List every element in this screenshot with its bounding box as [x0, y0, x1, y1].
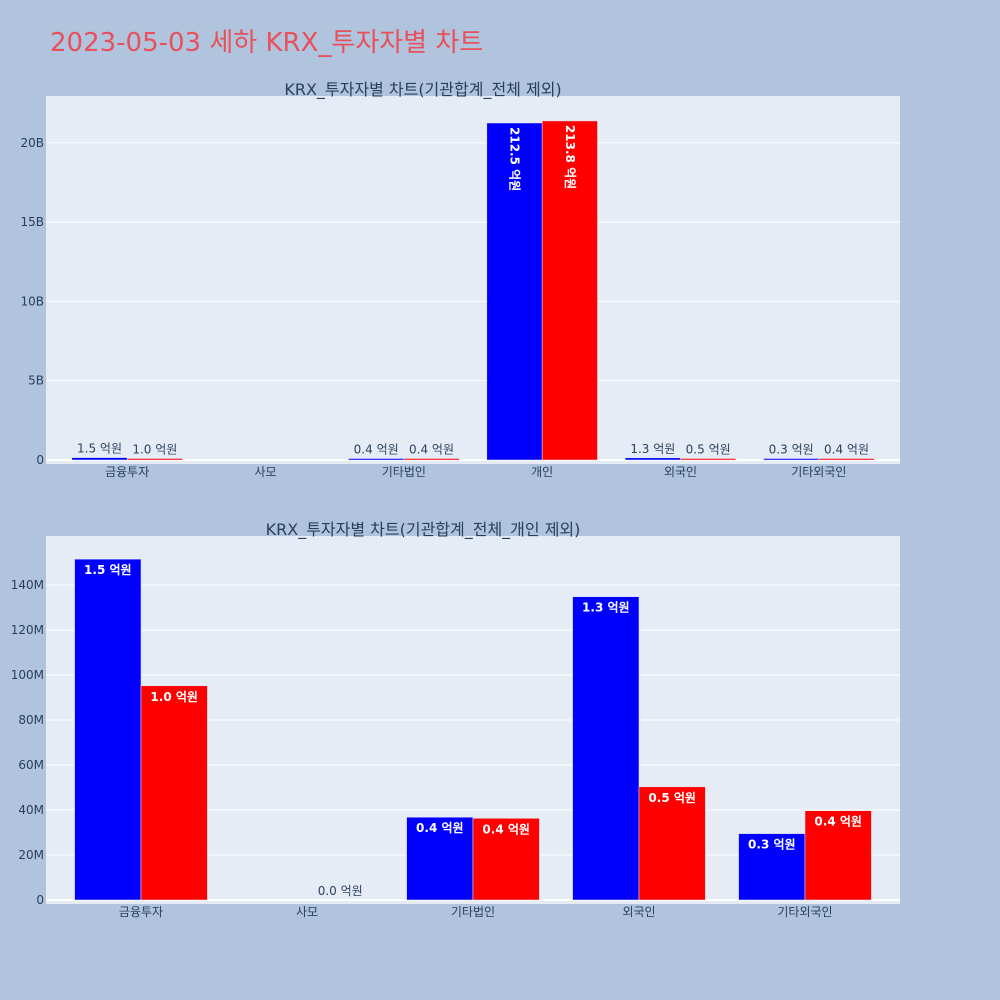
data-label: 0.4 억원 [409, 443, 454, 457]
data-label: 0.3 억원 [748, 838, 796, 852]
chart-1: 0 5B 10B 15B 20B KRX_투자자별 차트(기관합계_전체 제외) 금융투자 1… [20, 80, 900, 479]
bar [738, 833, 806, 901]
data-label: 1.0 억원 [132, 442, 177, 456]
data-label: 1.3 억원 [582, 601, 630, 615]
bar [406, 816, 474, 901]
data-label: 0.3 억원 [769, 443, 814, 457]
data-label: 1.0 억원 [150, 690, 198, 704]
y-tick-label: 140M [11, 578, 44, 592]
bar [680, 458, 737, 461]
chart-2: 0 20M 40M 60M 80M 100M 120M 140M KRX_투자자별 차트(기관합… [11, 520, 900, 919]
chart-title: KRX_투자자별 차트(기관합계_전체 제외) [284, 80, 561, 100]
data-label: 213.8 억원 [563, 125, 577, 189]
data-label: 0.4 억원 [416, 821, 464, 835]
y-tick-label: 80M [18, 713, 44, 727]
chart-title: KRX_투자자별 차트(기관합계_전체_개인 제외) [266, 520, 581, 540]
bar [541, 120, 598, 461]
x-tick-label: 외국인 [622, 905, 655, 919]
x-tick-label: 개인 [531, 465, 553, 479]
bar [348, 458, 405, 461]
bar [638, 786, 706, 901]
bar [74, 558, 142, 901]
x-tick-label: 금융투자 [105, 465, 149, 479]
data-label: 1.3 억원 [630, 442, 675, 456]
bar [71, 457, 128, 461]
x-tick-label: 기타법인 [382, 465, 426, 479]
y-tick-label: 0 [36, 893, 44, 907]
bar [804, 810, 872, 901]
bar [403, 458, 460, 461]
y-tick-label: 40M [18, 803, 44, 817]
x-tick-label: 기타법인 [451, 905, 495, 919]
y-tick-label: 0 [36, 453, 44, 467]
y-tick-label: 20B [20, 136, 44, 150]
page-title: 2023-05-03 세하 KRX_투자자별 차트 [50, 28, 484, 58]
data-label: 0.4 억원 [482, 822, 530, 836]
x-tick-label: 사모 [296, 905, 318, 919]
data-label: 212.5 억원 [508, 127, 522, 191]
bar [140, 685, 208, 901]
y-tick-label: 10B [20, 294, 44, 308]
y-tick-label: 15B [20, 215, 44, 229]
data-label: 0.0 억원 [318, 884, 363, 898]
data-label: 0.5 억원 [648, 791, 696, 805]
y-tick-label: 5B [28, 374, 44, 388]
data-label: 1.5 억원 [77, 442, 122, 456]
bar [818, 458, 875, 461]
x-tick-label: 사모 [254, 465, 276, 479]
data-label: 0.4 억원 [824, 443, 869, 457]
bar [572, 596, 640, 901]
x-tick-label: 기타외국인 [791, 465, 846, 479]
data-label: 1.5 억원 [84, 563, 132, 577]
plot-area [46, 96, 900, 464]
x-tick-label: 기타외국인 [777, 905, 832, 919]
data-label: 0.4 억원 [814, 815, 862, 829]
y-tick-label: 100M [11, 668, 44, 682]
bar [763, 458, 820, 461]
y-tick-label: 120M [11, 623, 44, 637]
bar [486, 122, 543, 461]
y-tick-label: 60M [18, 758, 44, 772]
x-tick-label: 금융투자 [119, 905, 163, 919]
data-label: 0.5 억원 [686, 443, 731, 457]
bar [624, 457, 681, 461]
data-label: 0.4 억원 [354, 443, 399, 457]
y-tick-label: 20M [18, 848, 44, 862]
x-tick-label: 외국인 [664, 465, 697, 479]
bar [472, 818, 540, 901]
bar [126, 458, 183, 461]
